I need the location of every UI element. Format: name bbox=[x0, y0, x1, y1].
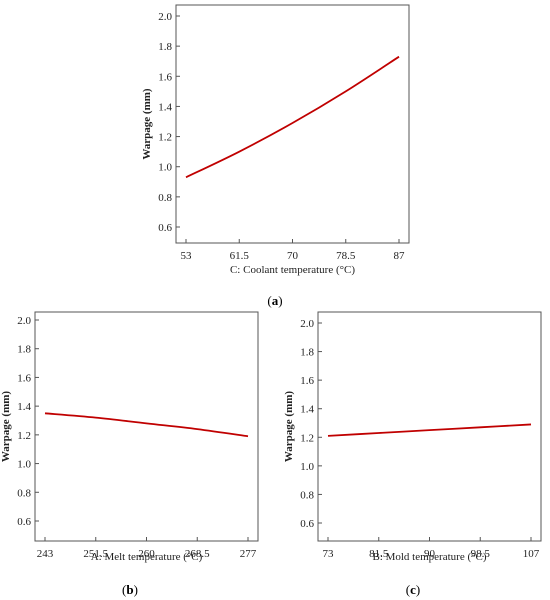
x-tick-label: 260 bbox=[138, 548, 155, 560]
x-axis-label: A: Melt temperature (°C) bbox=[91, 551, 203, 563]
x-tick-label: 251.5 bbox=[83, 548, 108, 560]
y-tick-label: 0.6 bbox=[300, 518, 314, 530]
x-tick-label: 90 bbox=[424, 548, 436, 560]
series-line bbox=[185, 55, 400, 179]
y-tick-label: 1.6 bbox=[17, 372, 31, 384]
series-line bbox=[327, 423, 532, 437]
y-axis-label: Warpage (mm) bbox=[0, 391, 12, 463]
x-tick-label: 81.5 bbox=[369, 548, 389, 560]
y-tick-label: 1.2 bbox=[300, 432, 314, 444]
chart-panel-3: 0.6 0.8 1.0 1.2 1.4 1.6 1.8 2.0 73 81.5 90 98.5 107 B… bbox=[283, 311, 542, 597]
y-tick-label: 1.4 bbox=[158, 101, 172, 113]
x-tick-label: 98.5 bbox=[471, 548, 491, 560]
y-tick-label: 0.8 bbox=[300, 489, 314, 501]
y-tick-label: 2.0 bbox=[17, 315, 31, 327]
y-tick-label: 0.8 bbox=[158, 192, 172, 204]
x-tick-label: 107 bbox=[523, 548, 540, 560]
y-tick-label: 1.6 bbox=[158, 71, 172, 83]
chart-panel-1: 0.6 0.8 1.0 1.2 1.4 1.6 1.8 2.0 53 61.5 70 78.5 87 C:… bbox=[141, 4, 410, 308]
y-tick-label: 2.0 bbox=[300, 318, 314, 330]
series-line bbox=[44, 412, 249, 438]
y-tick-label: 1.2 bbox=[158, 132, 172, 144]
x-tick-label: 73 bbox=[323, 548, 335, 560]
y-tick-label: 1.6 bbox=[300, 375, 314, 387]
chart-panel-2: 0.6 0.8 1.0 1.2 1.4 1.6 1.8 2.0 243 251.5 260 268.5… bbox=[0, 311, 259, 597]
x-tick-label: 70 bbox=[287, 250, 299, 262]
panel-label: (a) bbox=[267, 293, 282, 308]
x-tick-label: 268.5 bbox=[185, 548, 210, 560]
x-tick-label: 61.5 bbox=[230, 250, 250, 262]
x-tick-label: 243 bbox=[37, 548, 54, 560]
y-tick-label: 0.6 bbox=[17, 516, 31, 528]
y-tick-label: 1.0 bbox=[158, 162, 172, 174]
y-tick-label: 1.4 bbox=[300, 404, 314, 416]
panel-label: (c) bbox=[406, 582, 420, 597]
x-tick-label: 78.5 bbox=[336, 250, 356, 262]
x-tick-label: 277 bbox=[240, 548, 257, 560]
x-tick-label: 87 bbox=[394, 250, 406, 262]
x-tick-label: 53 bbox=[181, 250, 193, 262]
y-tick-label: 1.0 bbox=[17, 459, 31, 471]
x-axis-label: C: Coolant temperature (°C) bbox=[230, 264, 355, 276]
y-tick-label: 1.8 bbox=[158, 41, 172, 53]
panel-label: (b) bbox=[122, 582, 138, 597]
y-tick-label: 1.8 bbox=[17, 344, 31, 356]
y-axis-label: Warpage (mm) bbox=[141, 88, 153, 160]
x-axis-label: B: Mold temperature (°C) bbox=[372, 551, 486, 563]
y-tick-label: 1.4 bbox=[17, 401, 31, 413]
y-tick-label: 2.0 bbox=[158, 11, 172, 23]
y-tick-label: 1.8 bbox=[300, 347, 314, 359]
y-tick-label: 0.8 bbox=[17, 487, 31, 499]
y-tick-label: 1.2 bbox=[17, 430, 31, 442]
y-axis-label: Warpage (mm) bbox=[283, 391, 295, 463]
y-tick-label: 1.0 bbox=[300, 461, 314, 473]
y-tick-label: 0.6 bbox=[158, 222, 172, 234]
plot-frame bbox=[34, 311, 259, 542]
